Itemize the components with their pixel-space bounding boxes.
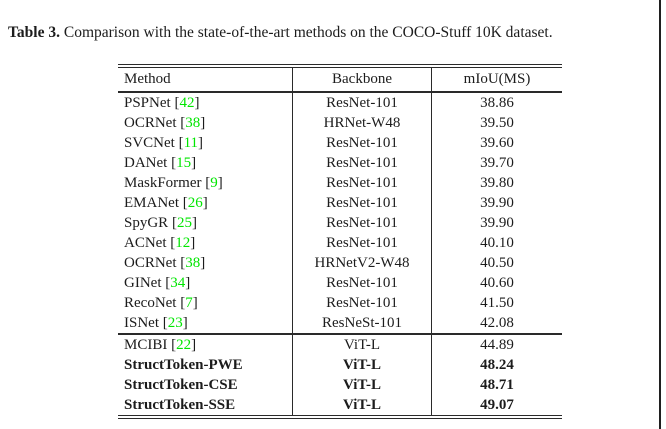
table-row: ISNet [23] ResNeSt-101 42.08 (118, 313, 562, 334)
citation-ref: 38 (185, 115, 201, 131)
table-row: StructToken-SSE ViT-L 49.07 (118, 395, 562, 419)
citation-ref: 23 (167, 315, 183, 331)
backbone-cell: ResNet-101 (292, 133, 432, 153)
method-cell: StructToken-CSE (124, 377, 238, 393)
method-cell: StructToken-SSE (118, 395, 293, 419)
table-row: OCRNet [38] HRNet-W48 39.50 (118, 113, 562, 133)
method-cell: ISNet [23] (124, 315, 188, 331)
method-cell: MCIBI [22] (118, 333, 293, 355)
table-row: OCRNet [38] HRNetV2-W48 40.50 (118, 253, 562, 273)
table-row: EMANet [26] ResNet-101 39.90 (118, 193, 562, 213)
miou-cell: 39.80 (480, 175, 514, 191)
backbone-cell: ResNet-101 (292, 173, 432, 193)
miou-cell: 41.50 (480, 295, 514, 311)
backbone-cell: ViT-L (292, 395, 432, 419)
backbone-cell: ResNet-101 (292, 92, 432, 113)
backbone-cell: ResNet-101 (292, 213, 432, 233)
method-cell: SVCNet [11] (124, 135, 204, 151)
miou-cell: 42.08 (480, 315, 514, 331)
table-caption: Table 3. Comparison with the state-of-th… (8, 22, 648, 44)
miou-cell: 44.89 (431, 333, 562, 355)
results-table-body: PSPNet [42] ResNet-101 38.86 OCRNet [38] HRN… (118, 92, 562, 419)
backbone-cell: ResNet-101 (292, 233, 432, 253)
method-cell: OCRNet [38] (124, 115, 206, 131)
table-caption-text: Comparison with the state-of-the-art met… (63, 23, 553, 41)
table-row: PSPNet [42] ResNet-101 38.86 (118, 92, 562, 113)
citation-ref: 26 (187, 195, 203, 211)
method-cell: ACNet [12] (124, 235, 196, 251)
table-row: SpyGR [25] ResNet-101 39.90 (118, 213, 562, 233)
table-row: MCIBI [22] ViT-L 44.89 (118, 333, 562, 355)
method-cell: RecoNet [7] (124, 295, 198, 311)
table-caption-label: Table 3. (8, 23, 60, 41)
miou-cell: 39.90 (480, 195, 514, 211)
citation-ref: 22 (176, 337, 192, 353)
results-table-header: Method Backbone mIoU(MS) (118, 64, 562, 93)
backbone-cell: ResNet-101 (292, 153, 432, 173)
citation-ref: 9 (210, 175, 218, 191)
backbone-cell: HRNetV2-W48 (292, 253, 432, 273)
table-row: DANet [15] ResNet-101 39.70 (118, 153, 562, 173)
citation-ref: 15 (176, 155, 192, 171)
citation-ref: 25 (176, 215, 192, 231)
table-row: StructToken-PWE ViT-L 48.24 (118, 355, 562, 375)
method-cell: EMANet [26] (124, 195, 208, 211)
method-cell: MaskFormer [9] (124, 175, 223, 191)
backbone-cell: ViT-L (292, 333, 432, 355)
citation-ref: 7 (185, 295, 193, 311)
miou-cell: 39.70 (480, 155, 514, 171)
miou-cell: 48.71 (480, 377, 514, 393)
results-table: Method Backbone mIoU(MS) PSPNet [42] ResN… (118, 64, 562, 419)
table-row: RecoNet [7] ResNet-101 41.50 (118, 293, 562, 313)
miou-cell: 49.07 (431, 395, 562, 419)
backbone-cell: ResNeSt-101 (292, 313, 432, 334)
miou-cell: 39.90 (480, 215, 514, 231)
miou-cell: 39.50 (480, 115, 514, 131)
backbone-cell: HRNet-W48 (292, 113, 432, 133)
backbone-cell: ResNet-101 (292, 273, 432, 293)
citation-ref: 12 (175, 235, 191, 251)
table-row: GINet [34] ResNet-101 40.60 (118, 273, 562, 293)
table-row: ACNet [12] ResNet-101 40.10 (118, 233, 562, 253)
citation-ref: 34 (170, 275, 186, 291)
table-row: MaskFormer [9] ResNet-101 39.80 (118, 173, 562, 193)
page-edge-divider (659, 0, 661, 429)
backbone-cell: ResNet-101 (292, 293, 432, 313)
header-row: Method Backbone mIoU(MS) (118, 64, 562, 93)
table-row: SVCNet [11] ResNet-101 39.60 (118, 133, 562, 153)
miou-cell: 39.60 (480, 135, 514, 151)
backbone-cell: ViT-L (292, 355, 432, 375)
citation-ref: 42 (179, 95, 195, 111)
header-miou: mIoU(MS) (431, 64, 562, 93)
method-cell: DANet [15] (124, 155, 197, 171)
method-cell: StructToken-PWE (124, 357, 243, 373)
miou-cell: 48.24 (480, 357, 514, 373)
table-row: StructToken-CSE ViT-L 48.71 (118, 375, 562, 395)
miou-cell: 40.10 (480, 235, 514, 251)
miou-cell: 40.50 (480, 255, 514, 271)
citation-ref: 38 (185, 255, 201, 271)
backbone-cell: ResNet-101 (292, 193, 432, 213)
method-cell: OCRNet [38] (124, 255, 206, 271)
header-method: Method (118, 64, 293, 93)
miou-cell: 38.86 (480, 95, 514, 111)
citation-ref: 11 (183, 135, 199, 151)
method-cell: GINet [34] (124, 275, 191, 291)
method-cell: PSPNet [42] (124, 95, 200, 111)
header-backbone: Backbone (292, 64, 432, 93)
miou-cell: 40.60 (480, 275, 514, 291)
backbone-cell: ViT-L (292, 375, 432, 395)
method-cell: SpyGR [25] (124, 215, 197, 231)
